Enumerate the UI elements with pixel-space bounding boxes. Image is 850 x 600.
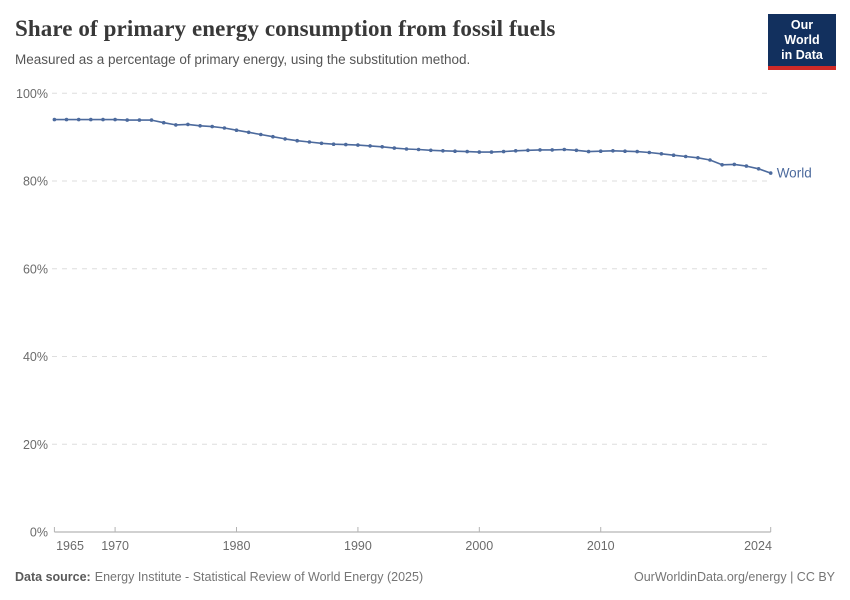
data-point <box>768 171 773 175</box>
data-point <box>137 118 142 122</box>
data-point <box>453 149 457 153</box>
data-point <box>186 122 190 127</box>
data-source: Data source: Energy Institute - Statistic… <box>15 570 423 584</box>
owid-logo-text: Our World in Data <box>768 14 836 66</box>
data-point <box>586 149 591 154</box>
data-point <box>550 148 554 152</box>
series-label: World <box>777 166 812 181</box>
data-point <box>623 149 627 153</box>
data-source-text: Energy Institute - Statistical Review of… <box>94 570 424 584</box>
data-point <box>647 150 652 155</box>
data-point <box>513 149 518 153</box>
credit-line: OurWorldinData.org/energy | CC BY <box>633 570 835 584</box>
data-point <box>52 117 57 122</box>
data-point <box>380 145 385 149</box>
data-line <box>53 118 772 174</box>
data-point <box>101 117 105 122</box>
data-point <box>125 118 129 122</box>
data-point <box>501 149 506 154</box>
data-point <box>744 164 749 168</box>
data-point <box>234 128 239 132</box>
data-point <box>76 117 81 122</box>
data-point <box>198 124 202 128</box>
y-tick-label: 60% <box>23 262 48 276</box>
data-point <box>295 138 300 143</box>
data-point <box>465 149 470 154</box>
x-tick-label: 1965 <box>56 539 84 553</box>
data-point <box>113 117 117 122</box>
owid-logo-line2: in Data <box>781 48 823 62</box>
data-point <box>246 130 251 135</box>
y-tick-label: 0% <box>30 526 48 540</box>
data-point <box>683 154 688 159</box>
data-point <box>538 148 542 152</box>
data-point <box>562 147 567 152</box>
data-point <box>161 120 166 125</box>
data-point <box>174 123 178 127</box>
x-tick-label: 2010 <box>587 539 615 553</box>
y-tick-label: 100% <box>16 87 48 101</box>
data-point <box>477 150 482 154</box>
data-point <box>307 140 312 144</box>
data-point <box>210 124 214 129</box>
data-point <box>720 163 724 167</box>
chart-footer: Data source: Energy Institute - Statistic… <box>15 570 835 584</box>
data-point <box>259 132 263 137</box>
data-point <box>271 134 275 139</box>
data-point <box>356 143 360 147</box>
data-point <box>222 126 227 130</box>
data-point <box>368 144 372 148</box>
data-point <box>404 147 409 151</box>
data-point <box>283 137 287 141</box>
data-point <box>756 167 761 171</box>
x-tick-label: 2000 <box>465 539 493 553</box>
data-point <box>64 117 69 122</box>
data-point <box>416 147 421 152</box>
chart-subtitle: Measured as a percentage of primary ener… <box>15 52 471 67</box>
data-point <box>441 149 445 153</box>
data-point <box>392 146 397 150</box>
data-point <box>89 117 93 122</box>
owid-logo: Our World in Data <box>768 14 836 70</box>
data-source-label: Data source: <box>15 570 91 584</box>
data-point <box>331 142 336 146</box>
data-point <box>611 149 615 153</box>
x-tick-label: 1990 <box>344 539 372 553</box>
owid-logo-accent-bar <box>768 66 836 70</box>
data-point <box>344 142 348 147</box>
x-tick-label: 1980 <box>223 539 251 553</box>
data-point <box>526 148 530 153</box>
data-point <box>574 148 579 153</box>
data-point <box>671 153 676 157</box>
page-title: Share of primary energy consumption from… <box>15 16 556 41</box>
data-point <box>708 158 712 162</box>
data-point <box>732 162 737 167</box>
data-point <box>659 152 664 156</box>
owid-logo-line1: Our World <box>784 18 820 47</box>
y-tick-label: 20% <box>23 438 48 452</box>
data-point <box>598 149 603 153</box>
data-point <box>429 148 433 153</box>
data-point <box>696 156 700 160</box>
data-point <box>489 150 494 154</box>
x-tick-label: 2024 <box>744 539 772 553</box>
y-tick-label: 80% <box>23 175 48 189</box>
y-tick-label: 40% <box>23 350 48 364</box>
data-point <box>319 141 324 146</box>
data-point <box>149 118 154 122</box>
x-tick-label: 1970 <box>101 539 129 553</box>
data-point <box>635 149 639 154</box>
